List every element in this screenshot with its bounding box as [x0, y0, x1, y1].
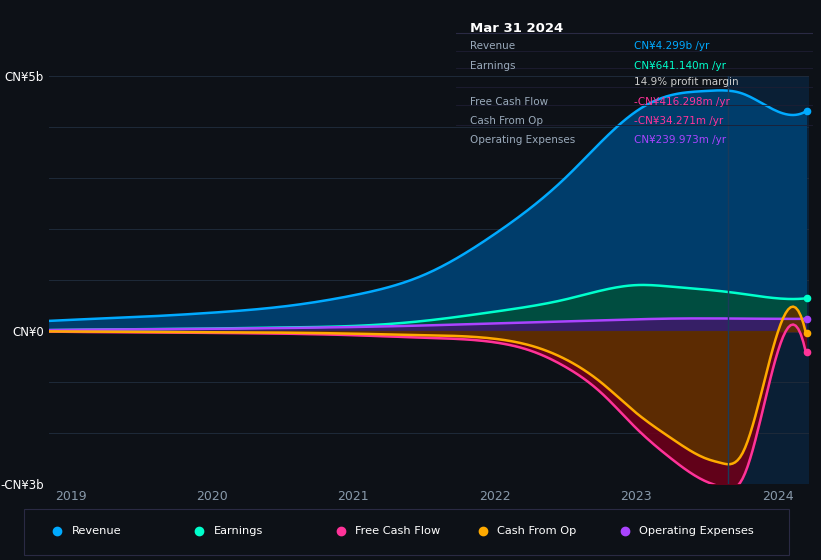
Text: Free Cash Flow: Free Cash Flow: [355, 526, 441, 536]
Text: Cash From Op: Cash From Op: [498, 526, 576, 536]
Text: CN¥4.299b /yr: CN¥4.299b /yr: [635, 41, 709, 51]
Text: CN¥239.973m /yr: CN¥239.973m /yr: [635, 135, 727, 145]
Text: 14.9% profit margin: 14.9% profit margin: [635, 77, 739, 87]
Text: CN¥641.140m /yr: CN¥641.140m /yr: [635, 61, 727, 71]
Text: Mar 31 2024: Mar 31 2024: [470, 22, 563, 35]
Text: Operating Expenses: Operating Expenses: [639, 526, 754, 536]
Text: Earnings: Earnings: [213, 526, 263, 536]
Bar: [728, 76, 809, 484]
Text: Revenue: Revenue: [71, 526, 122, 536]
Text: Free Cash Flow: Free Cash Flow: [470, 96, 548, 106]
Text: Cash From Op: Cash From Op: [470, 116, 543, 126]
Text: -CN¥416.298m /yr: -CN¥416.298m /yr: [635, 96, 730, 106]
Text: -CN¥34.271m /yr: -CN¥34.271m /yr: [635, 116, 723, 126]
Text: Operating Expenses: Operating Expenses: [470, 135, 576, 145]
Text: Revenue: Revenue: [470, 41, 515, 51]
Text: Earnings: Earnings: [470, 61, 516, 71]
